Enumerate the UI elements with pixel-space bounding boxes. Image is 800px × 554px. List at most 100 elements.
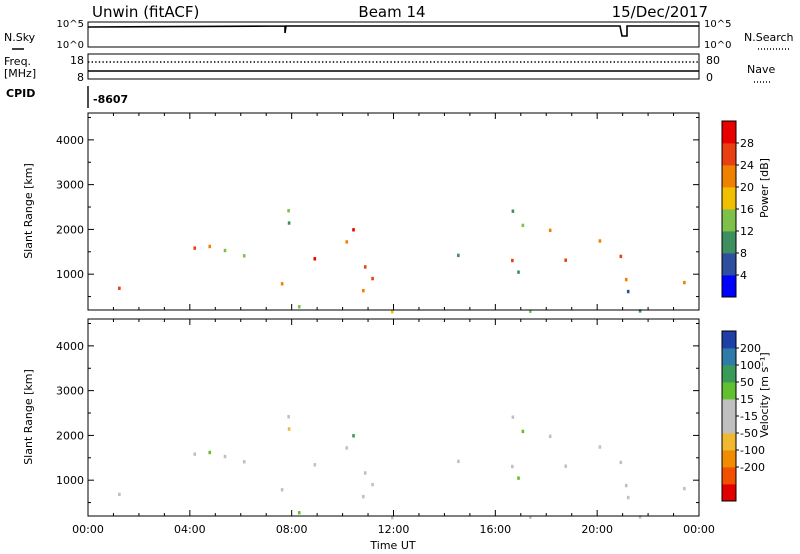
power-cell [564, 258, 568, 262]
colorbar-tick-label: 8 [740, 247, 747, 260]
x-tick-label: 00:00 [683, 523, 715, 536]
y-tick-label: 2000 [56, 223, 84, 236]
noise-tick-left-bottom: 10^0 [57, 40, 84, 51]
nave-label: Nave [747, 63, 775, 76]
freq-tick-top: 18 [70, 54, 84, 67]
power-cell [242, 254, 246, 258]
velocity-cell [619, 460, 623, 465]
nave-tick-bottom: 0 [706, 71, 713, 84]
x-tick-label: 20:00 [581, 523, 613, 536]
velocity-cell [564, 464, 568, 468]
velocity-cell [313, 463, 317, 467]
colorbar-swatch [722, 165, 736, 188]
velocity-cell [529, 515, 532, 519]
velocity-panel-frame [87, 318, 700, 517]
power-cell [287, 221, 291, 225]
power-panel: 1000 2000 3000 4000 Slant Range [km] 4 8 12 16… [22, 112, 771, 314]
noise-tick-right-bottom: 10^0 [704, 40, 731, 51]
power-colorbar-label: Power [dB] [758, 158, 771, 218]
power-cell [371, 276, 374, 281]
beam-title: Beam 14 [358, 3, 425, 21]
colorbar-swatch [722, 450, 736, 468]
velocity-cell [511, 464, 514, 469]
power-cell [457, 253, 460, 258]
velocity-cell [638, 515, 642, 519]
cpid-value: -8607 [93, 93, 128, 106]
velocity-cell [118, 492, 121, 497]
noise-strip-frame [87, 21, 700, 48]
colorbar-swatch [722, 348, 736, 366]
power-cell [511, 258, 514, 263]
y-tick-label: 3000 [56, 385, 84, 398]
colorbar-tick-label: 12 [740, 225, 754, 238]
colorbar-swatch [722, 365, 736, 383]
colorbar-swatch [722, 484, 736, 502]
power-cell [208, 244, 212, 249]
colorbar-swatch [722, 433, 736, 451]
colorbar-tick-label: -15 [740, 410, 758, 423]
colorbar-swatch [722, 275, 736, 298]
freq-label: Freq. [4, 55, 31, 68]
velocity-cell [345, 446, 349, 450]
power-y-axis: 1000 2000 3000 4000 [56, 116, 699, 298]
colorbar-tick-label: 20 [740, 181, 754, 194]
velocity-cell [352, 434, 355, 438]
velocity-cell [683, 486, 686, 491]
velocity-colorbar: 200 100 50 15 -15 -50 -100 -200 [721, 330, 765, 502]
power-cell [619, 254, 623, 259]
power-cell [193, 246, 197, 250]
velocity-colorbar-label: Velocity [m s⁻¹] [758, 352, 771, 437]
colorbar-swatch [722, 253, 736, 276]
freq-unit-label: [MHz] [4, 67, 36, 80]
x-tick-label: 04:00 [174, 523, 206, 536]
velocity-cell [297, 511, 301, 515]
power-cell [313, 257, 317, 261]
power-cell [391, 309, 394, 314]
colorbar-tick-label: 15 [740, 393, 754, 406]
colorbar-swatch [722, 209, 736, 232]
power-cell [521, 223, 525, 228]
nsky-trace [87, 25, 699, 37]
colorbar-swatch [722, 231, 736, 254]
colorbar-tick-label: 28 [740, 137, 754, 150]
power-colorbar: 4 8 12 16 20 24 28 [721, 120, 754, 298]
colorbar-tick-label: -200 [740, 461, 765, 474]
colorbar-tick-label: 200 [740, 342, 761, 355]
colorbar-swatch [722, 382, 736, 400]
y-tick-label: 1000 [56, 268, 84, 281]
velocity-cell [521, 429, 525, 434]
velocity-cell [371, 482, 374, 487]
cpid-label: CPID [6, 87, 35, 100]
nsky-line [87, 25, 699, 37]
x-tick-label: 12:00 [378, 523, 410, 536]
power-ylabel: Slant Range [km] [22, 163, 35, 259]
velocity-cell [626, 495, 630, 500]
velocity-cell [517, 476, 520, 480]
colorbar-tick-label: 24 [740, 159, 754, 172]
power-cell [517, 270, 520, 274]
power-cell [345, 240, 349, 244]
station-title: Unwin (fitACF) [92, 3, 199, 21]
power-cell [624, 277, 628, 282]
power-cell [529, 309, 532, 313]
velocity-cell [362, 494, 365, 499]
power-cell [363, 265, 367, 269]
x-tick-label: 08:00 [276, 523, 308, 536]
colorbar-tick-label: 50 [740, 376, 754, 389]
velocity-cell [391, 515, 394, 520]
colorbar-swatch [722, 187, 736, 210]
velocity-cell [511, 415, 515, 419]
velocity-cell [280, 488, 284, 492]
velocity-heatmap [118, 415, 686, 520]
power-cell [223, 248, 227, 253]
velocity-x-axis: 00:00 04:00 08:00 12:00 16:00 20:00 00:00 [72, 319, 715, 536]
power-heatmap [118, 209, 686, 314]
nsearch-label: N.Search [744, 31, 794, 44]
power-cell [280, 282, 284, 286]
nsky-label: N.Sky [4, 31, 36, 44]
power-cell [626, 289, 630, 294]
velocity-cell [223, 454, 227, 459]
velocity-cell [363, 471, 367, 475]
power-panel-frame [87, 112, 700, 311]
